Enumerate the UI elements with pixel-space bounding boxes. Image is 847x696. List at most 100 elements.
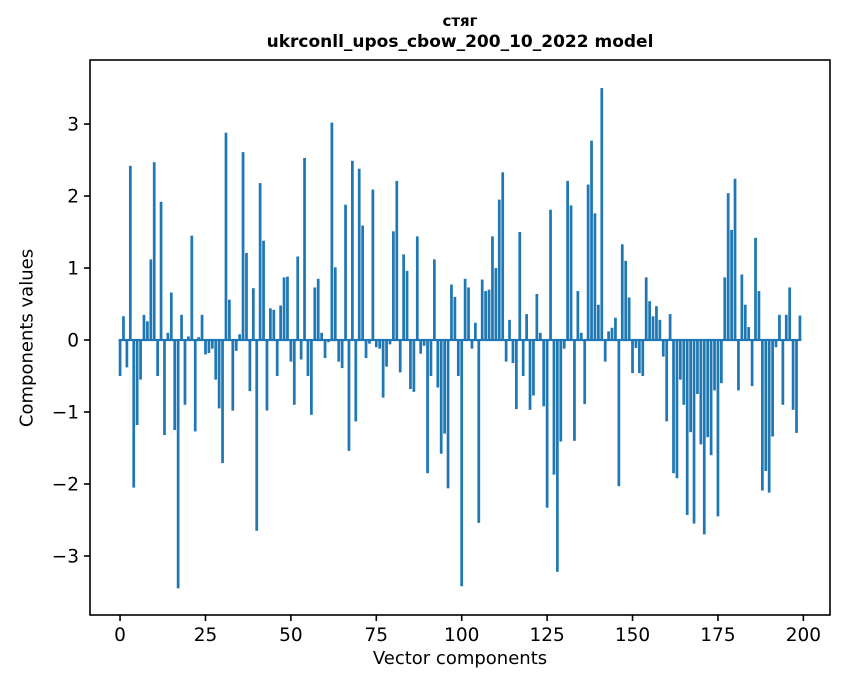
bar: [562, 340, 566, 349]
bar: [754, 237, 757, 341]
bar: [190, 235, 194, 341]
bar: [320, 332, 323, 341]
bar: [426, 340, 429, 474]
bar: [723, 277, 727, 341]
bar: [156, 340, 160, 377]
bar: [696, 340, 699, 395]
bar: [665, 340, 669, 422]
bar: [381, 340, 385, 398]
bar: [569, 205, 573, 341]
bar: [333, 267, 337, 341]
bar: [125, 340, 129, 368]
bar: [255, 340, 259, 531]
bar: [737, 340, 740, 391]
bar: [648, 301, 651, 341]
bar: [316, 278, 320, 341]
bar: [169, 292, 173, 341]
bar: [292, 340, 296, 405]
bar: [221, 340, 224, 464]
bar: [306, 340, 310, 377]
bar: [142, 314, 146, 341]
bar: [620, 244, 624, 341]
bar: [248, 340, 252, 392]
bar: [484, 291, 487, 341]
bar: [661, 340, 665, 357]
bar: [354, 340, 358, 422]
bar: [361, 225, 364, 341]
bar: [624, 260, 628, 341]
bar: [193, 340, 197, 432]
y-tick-label: 0: [67, 331, 79, 352]
bar: [784, 314, 788, 341]
y-tick-label: −3: [52, 546, 79, 567]
bar: [764, 340, 768, 472]
bar: [197, 337, 201, 341]
bar: [337, 340, 341, 362]
bar: [378, 340, 382, 349]
bar: [518, 232, 522, 341]
bar: [456, 340, 460, 377]
bar: [774, 340, 778, 348]
bar: [597, 304, 600, 341]
chart-title: стяг: [442, 12, 478, 30]
bar: [627, 297, 631, 341]
x-tick-label: 125: [529, 625, 564, 646]
bar: [511, 340, 515, 364]
bar: [340, 340, 344, 369]
bar: [251, 288, 255, 341]
bar: [364, 340, 368, 359]
bar: [757, 291, 761, 341]
bar: [415, 236, 419, 341]
bar: [422, 340, 426, 346]
bar: [173, 340, 177, 430]
bar: [750, 340, 754, 387]
bar: [228, 299, 231, 341]
bar: [231, 340, 235, 411]
y-tick-label: 1: [67, 259, 79, 280]
bar: [747, 327, 751, 341]
bar: [590, 140, 593, 341]
y-tick-label: −2: [52, 474, 79, 495]
bar: [371, 189, 375, 341]
bar: [163, 340, 166, 436]
bar: [368, 340, 371, 344]
bar: [388, 340, 392, 345]
x-tick-label: 175: [700, 625, 735, 646]
bar: [675, 340, 679, 479]
bar: [508, 319, 511, 341]
bar: [607, 331, 610, 341]
bar: [760, 340, 764, 491]
bar: [204, 340, 207, 355]
bar: [726, 193, 730, 341]
bar: [450, 284, 453, 341]
bar: [200, 314, 204, 341]
bar: [713, 340, 716, 391]
bar: [685, 340, 689, 515]
bar: [344, 204, 347, 341]
bar: [122, 316, 125, 341]
x-tick-label: 25: [194, 625, 218, 646]
bar: [214, 340, 218, 380]
bar: [210, 340, 214, 349]
bar: [781, 340, 785, 405]
axes-spines: [89, 59, 831, 616]
bar: [224, 132, 228, 341]
bar: [419, 340, 423, 354]
bar: [658, 319, 662, 341]
bar: [549, 209, 552, 341]
bar: [429, 340, 433, 377]
bar: [385, 340, 388, 367]
bar: [118, 340, 122, 377]
bar: [795, 340, 798, 433]
bar: [559, 340, 563, 442]
bar: [310, 340, 313, 415]
bar: [402, 254, 405, 341]
x-tick-label: 50: [279, 625, 303, 646]
bar: [234, 340, 238, 351]
bar: [617, 340, 621, 487]
bar: [740, 274, 744, 341]
bar: [672, 340, 675, 474]
bar: [412, 340, 416, 392]
